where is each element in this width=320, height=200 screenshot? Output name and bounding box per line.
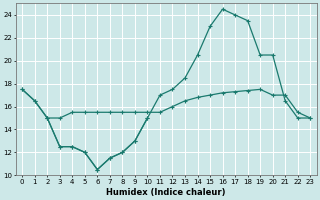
X-axis label: Humidex (Indice chaleur): Humidex (Indice chaleur)	[107, 188, 226, 197]
